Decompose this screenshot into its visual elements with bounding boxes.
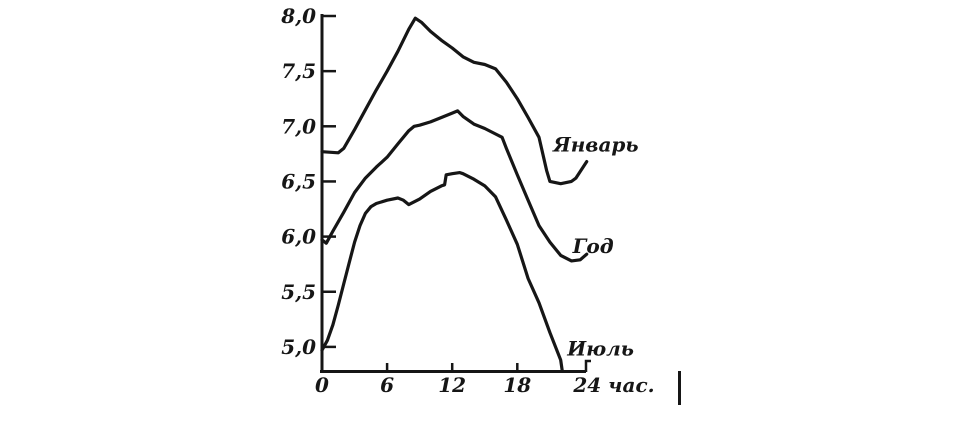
x-tick-label: 24 час.	[572, 373, 654, 397]
series-line-2	[320, 109, 589, 263]
x-tick-label: 6	[380, 373, 394, 397]
y-tick-label: 5,5	[281, 280, 316, 304]
y-tick-label: 7,5	[281, 59, 316, 83]
series-line-3	[320, 171, 564, 373]
series-line-1	[320, 16, 589, 186]
series-label-1: Январь	[552, 133, 639, 157]
y-tick-label: 6,5	[281, 169, 316, 193]
series-label-2: Год	[572, 234, 614, 258]
x-tick-label: 12	[438, 373, 466, 397]
y-tick-label: 8,0	[280, 4, 316, 28]
stray-scan-mark	[678, 371, 681, 405]
x-axis-end-tick	[584, 359, 591, 372]
series-label-3: Июль	[566, 337, 634, 361]
x-tick-label: 0	[315, 373, 329, 397]
y-tick-label: 7,0	[281, 114, 316, 138]
y-tick-label: 6,0	[281, 225, 316, 249]
y-tick-label: 5,0	[281, 335, 316, 359]
x-tick-label: 18	[503, 373, 531, 397]
